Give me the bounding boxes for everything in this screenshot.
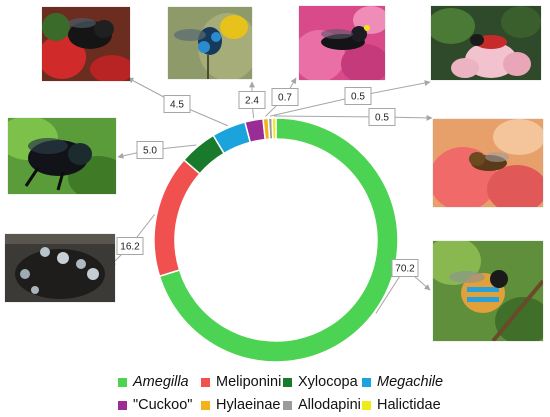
donut-slice-meliponini (153, 158, 201, 278)
legend-swatch (118, 400, 127, 410)
legend-swatch (283, 400, 292, 410)
legend-label: Allodapini (298, 397, 361, 413)
legend-item-halictidae: Halictidae (362, 397, 441, 413)
legend-item-hylaeinae: Hylaeinae (201, 397, 281, 413)
legend-item-allodapini: Allodapini (283, 397, 361, 413)
photo-amegilla (433, 241, 543, 341)
data-label-box-hylaeinae (271, 88, 299, 106)
legend-label: Hylaeinae (216, 397, 281, 413)
legend-item-amegilla: Amegilla (118, 374, 189, 390)
data-label-xylocopa: 5.0 (143, 146, 157, 157)
data-label-box-megachile (163, 95, 191, 113)
legend-label: Halictidae (377, 397, 441, 413)
data-label-box-halictidae (368, 108, 396, 126)
legend-label: Xylocopa (298, 374, 358, 390)
legend-item-xylocopa: Xylocopa (283, 374, 358, 390)
legend-item-meliponini: Meliponini (201, 374, 281, 390)
data-label-hylaeinae: 0.7 (278, 93, 292, 104)
photo-cuckoo (168, 7, 252, 79)
legend-label: "Cuckoo" (133, 397, 193, 413)
data-label-box-amegilla (391, 259, 419, 277)
data-label-box-allodapini (344, 87, 372, 105)
legend-item-cuckoo: "Cuckoo" (118, 397, 192, 413)
photo-allodapini (431, 6, 541, 80)
legend-swatch (201, 400, 210, 410)
photo-megachile (42, 7, 130, 81)
legend-item-megachile: Megachile (362, 374, 443, 390)
legend-swatch (362, 400, 371, 410)
legend-label: Megachile (377, 374, 444, 390)
leader-line-allodapini (270, 95, 359, 117)
photo-meliponini (5, 234, 115, 302)
legend-label: Amegilla (133, 374, 189, 390)
legend-swatch (283, 377, 292, 387)
data-label-halictidae: 0.5 (375, 113, 389, 124)
data-labels: 70.2 16.2 5.0 4.5 2.4 0.7 0.5 0.5 (116, 87, 419, 277)
legend-label: Meliponini (216, 374, 282, 390)
data-label-box-xylocopa (136, 141, 164, 159)
data-label-meliponini: 16.2 (120, 242, 140, 253)
donut-slice-halictidae (271, 117, 277, 140)
data-label-box-meliponini (116, 237, 144, 255)
donut-slices (153, 117, 399, 363)
legend-swatch (118, 377, 127, 387)
photo-hylaeinae (299, 6, 385, 80)
donut-slice-amegilla (158, 117, 399, 363)
leader-line-halictidae (274, 115, 383, 118)
data-label-amegilla: 70.2 (395, 264, 415, 275)
legend-swatch (362, 377, 371, 387)
data-label-cuckoo: 2.4 (245, 96, 259, 107)
data-label-allodapini: 0.5 (351, 92, 365, 103)
data-label-megachile: 4.5 (170, 100, 184, 111)
photo-halictidae (433, 119, 543, 207)
photo-xylocopa (8, 118, 116, 194)
data-label-box-cuckoo (238, 91, 266, 109)
legend-swatch (201, 377, 210, 387)
